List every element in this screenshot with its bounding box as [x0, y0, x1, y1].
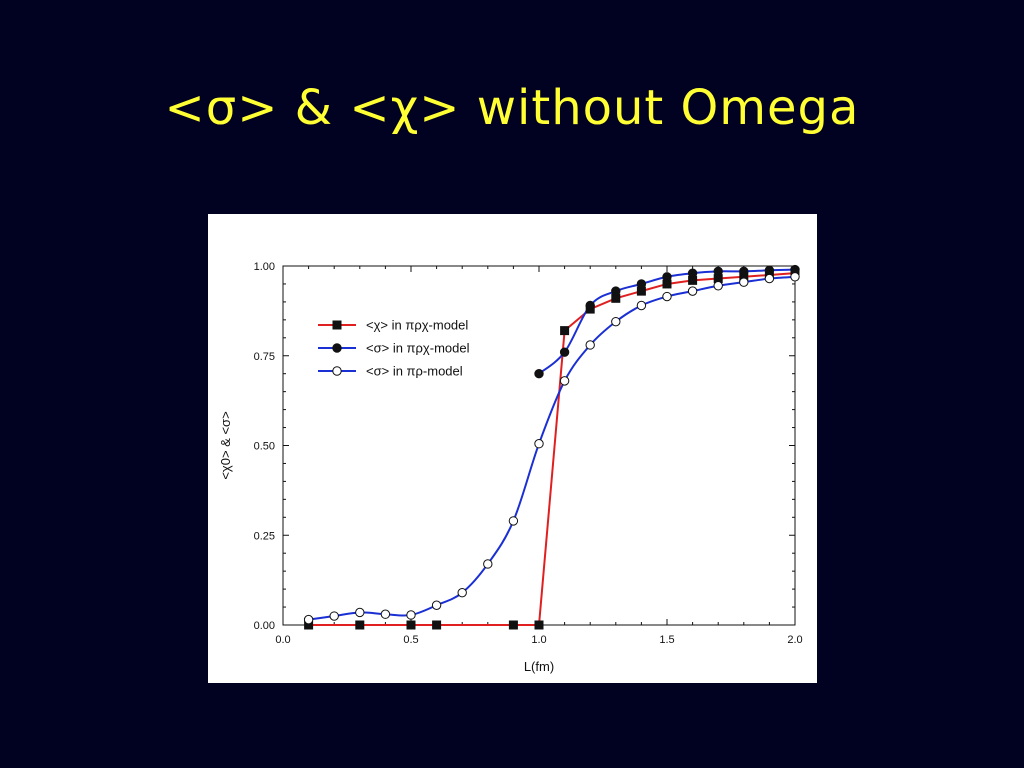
line-chart: 0.0 0.5 1.0 1.5 2.0 0.00 0.25 0.50 0.75 1.00 L(fm)…	[218, 261, 803, 674]
data-point-s1	[406, 620, 416, 630]
data-point-s3	[636, 300, 647, 311]
data-point-s1	[534, 620, 544, 630]
y-tick-label: 0.25	[254, 530, 275, 542]
data-point-s2	[713, 266, 723, 277]
x-tick-label: 1.0	[531, 634, 546, 646]
data-point-s3	[457, 587, 467, 598]
data-point-s3	[303, 614, 314, 625]
data-point-s3	[713, 281, 723, 291]
data-point-s2	[687, 268, 698, 278]
data-point-s3	[790, 272, 800, 282]
x-tick-label: 1.5	[659, 634, 674, 646]
data-point-s3	[483, 559, 493, 569]
data-point-s1	[560, 326, 570, 336]
data-point-s2	[636, 279, 647, 289]
y-tick-label: 1.00	[254, 261, 275, 273]
data-point-s2	[662, 272, 672, 282]
data-point-s3	[355, 607, 365, 618]
x-tick-label: 0.5	[403, 634, 418, 646]
data-point-s1	[508, 620, 518, 630]
axes: 0.0 0.5 1.0 1.5 2.0 0.00 0.25 0.50 0.75 1.00 L(fm)…	[218, 261, 803, 674]
data-point-s3	[559, 376, 570, 386]
y-axis-label: <χ0> & <σ>	[218, 411, 233, 479]
series-layer	[303, 264, 800, 630]
data-point-s3	[611, 316, 621, 327]
legend-marker-3	[332, 366, 342, 376]
legend-label-1: <χ> in πρχ-model	[366, 318, 468, 333]
data-point-s2	[764, 265, 775, 276]
data-point-s3	[406, 610, 416, 620]
legend-label-2: <σ> in πρχ-model	[366, 341, 470, 356]
legend: <χ> in πρχ-model <σ> in πρχ-model <σ> in π…	[318, 318, 470, 379]
data-point-s3	[585, 340, 595, 350]
slide-title: <σ> & <χ> without Omega	[164, 80, 860, 136]
legend-label-3: <σ> in πρ-model	[366, 364, 463, 379]
legend-marker-1	[332, 320, 342, 330]
chart-figure: 0.0 0.5 1.0 1.5 2.0 0.00 0.25 0.50 0.75 1.00 L(fm)…	[208, 214, 817, 683]
x-axis-label: L(fm)	[524, 659, 554, 674]
data-point-s3	[662, 291, 672, 302]
legend-marker-2	[332, 343, 342, 353]
series-line-1	[308, 272, 796, 626]
x-tick-label: 2.0	[787, 634, 802, 646]
y-tick-label: 0.00	[254, 620, 275, 632]
data-point-s2	[739, 266, 749, 277]
data-point-s3	[329, 611, 339, 621]
data-point-s2	[585, 300, 595, 311]
data-point-s1	[432, 620, 442, 630]
x-tick-label: 0.0	[275, 634, 290, 646]
data-point-s3	[764, 273, 775, 284]
data-point-s2	[611, 286, 621, 296]
data-point-s3	[508, 516, 519, 526]
data-point-s3	[534, 439, 544, 449]
y-tick-label: 0.50	[254, 441, 275, 453]
data-point-s3	[431, 600, 442, 610]
data-point-s2	[559, 347, 570, 357]
data-point-s3	[739, 277, 749, 287]
data-point-s3	[687, 286, 698, 296]
data-point-s3	[380, 609, 391, 619]
data-point-s1	[355, 620, 365, 630]
data-point-s2	[534, 369, 544, 379]
y-tick-label: 0.75	[254, 351, 275, 363]
